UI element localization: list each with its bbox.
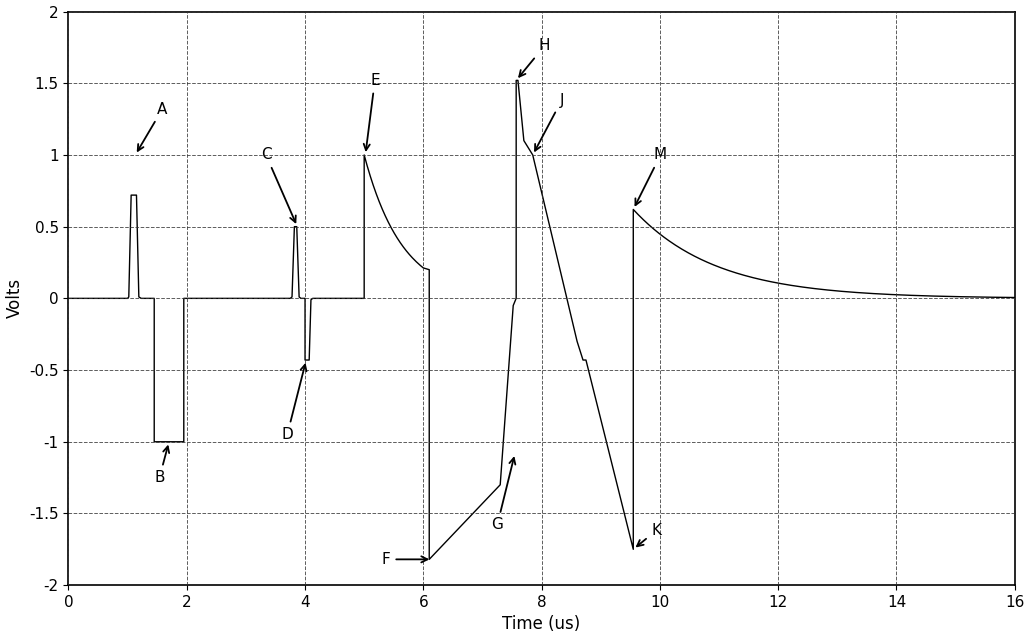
Text: G: G	[491, 458, 515, 532]
X-axis label: Time (us): Time (us)	[503, 615, 581, 633]
Text: A: A	[138, 102, 168, 151]
Text: E: E	[364, 73, 380, 150]
Y-axis label: Volts: Volts	[5, 279, 24, 318]
Text: D: D	[281, 365, 307, 442]
Text: C: C	[261, 148, 296, 222]
Text: J: J	[535, 93, 563, 151]
Text: K: K	[637, 523, 661, 546]
Text: H: H	[519, 38, 550, 77]
Text: M: M	[636, 148, 667, 205]
Text: F: F	[382, 552, 427, 567]
Text: B: B	[154, 447, 169, 485]
